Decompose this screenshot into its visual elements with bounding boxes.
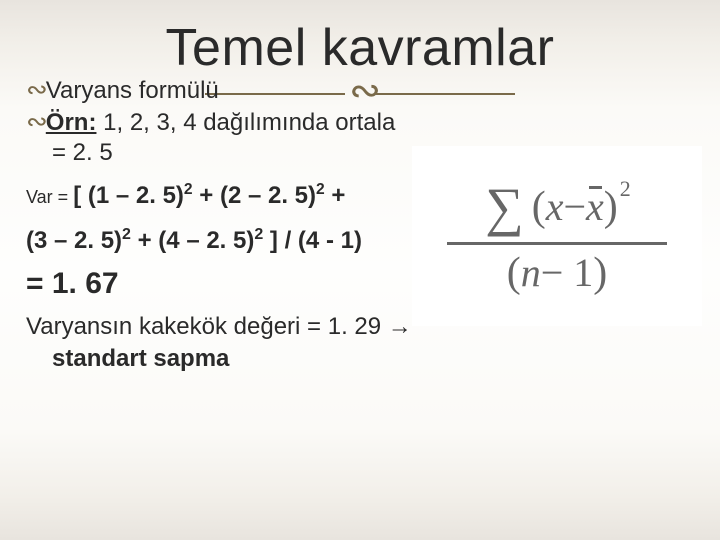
rparen-d: )	[593, 249, 607, 297]
var-c: +	[325, 182, 346, 209]
rparen: )	[604, 183, 618, 231]
minus: −	[563, 183, 586, 230]
bullet-1-text: Varyans formülü	[46, 77, 219, 105]
lparen-d: (	[507, 249, 521, 297]
xbar-var: x	[586, 184, 604, 229]
square: 2	[620, 176, 631, 202]
footer-1: Varyansın kakekök değeri = 1. 29	[26, 313, 388, 340]
variance-formula: ∑ ( x − x ) 2 ( n − 1 )	[412, 146, 702, 326]
numerator: ∑ ( x − x ) 2	[477, 172, 637, 242]
fraction: ∑ ( x − x ) 2 ( n − 1 )	[447, 172, 667, 301]
sigma-icon: ∑	[485, 176, 524, 238]
arrow-icon: →	[388, 313, 412, 340]
divider-right	[375, 93, 515, 95]
var-a: [ (1 – 2. 5)	[73, 182, 184, 209]
l2-a: (3 – 2. 5)	[26, 227, 122, 254]
flourish-icon: ∾	[349, 82, 371, 101]
example-label: Örn:	[46, 109, 97, 136]
divider-left	[205, 93, 345, 95]
n-var: n	[521, 249, 541, 296]
var-b: + (2 – 2. 5)	[193, 182, 316, 209]
minus-d: − 1	[541, 249, 594, 296]
slide-title: Temel kavramlar	[0, 18, 720, 78]
var-label: Var =	[26, 187, 73, 207]
bullet-icon: ∾	[26, 75, 42, 105]
footer-2: standart sapma	[52, 345, 229, 372]
denominator: ( n − 1 )	[499, 245, 616, 301]
bullet-2-text: Örn: 1, 2, 3, 4 dağılımında ortala	[46, 109, 396, 137]
l2-c: ] / (4 - 1)	[263, 227, 362, 254]
bullet-icon: ∾	[26, 107, 42, 137]
x-var: x	[546, 183, 564, 230]
example-text: 1, 2, 3, 4 dağılımında ortala	[96, 109, 395, 136]
l2-b: + (4 – 2. 5)	[131, 227, 254, 254]
lparen: (	[532, 183, 546, 231]
